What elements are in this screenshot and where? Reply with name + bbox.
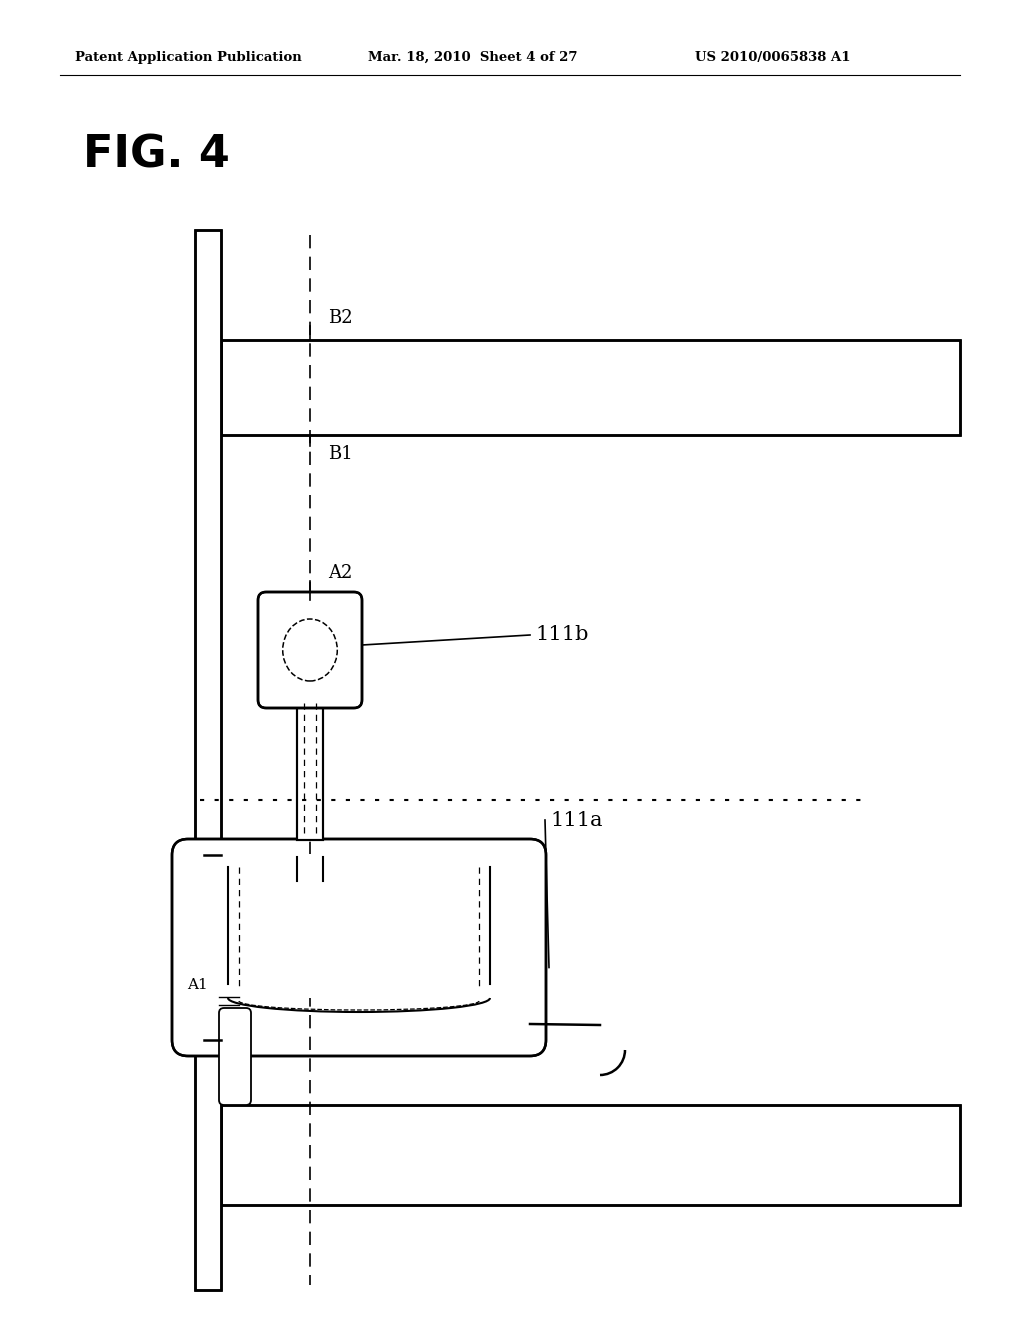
FancyBboxPatch shape [219,1008,251,1105]
Bar [221,341,961,436]
Text: FIG. 4: FIG. 4 [83,133,229,177]
FancyBboxPatch shape [172,840,546,1056]
Bar [297,700,323,840]
Bar [297,700,323,840]
Bar [221,1105,961,1205]
Bar [297,700,323,840]
Text: 111b: 111b [535,626,589,644]
Text: B2: B2 [328,309,352,327]
Text: B1: B1 [328,445,352,463]
Bar [221,1105,961,1205]
Text: US 2010/0065838 A1: US 2010/0065838 A1 [695,50,851,63]
Bar [195,230,221,1290]
Bar [221,1105,961,1205]
Text: Mar. 18, 2010  Sheet 4 of 27: Mar. 18, 2010 Sheet 4 of 27 [368,50,578,63]
Bar [195,230,221,1290]
Text: A2: A2 [328,564,352,582]
Bar [221,341,961,436]
Text: A1: A1 [186,978,208,993]
Text: Patent Application Publication: Patent Application Publication [75,50,302,63]
Bar [195,230,221,1290]
Bar [228,867,490,998]
Bar [296,854,324,880]
FancyBboxPatch shape [258,591,362,708]
Text: 111a: 111a [550,810,602,829]
Bar [221,341,961,436]
